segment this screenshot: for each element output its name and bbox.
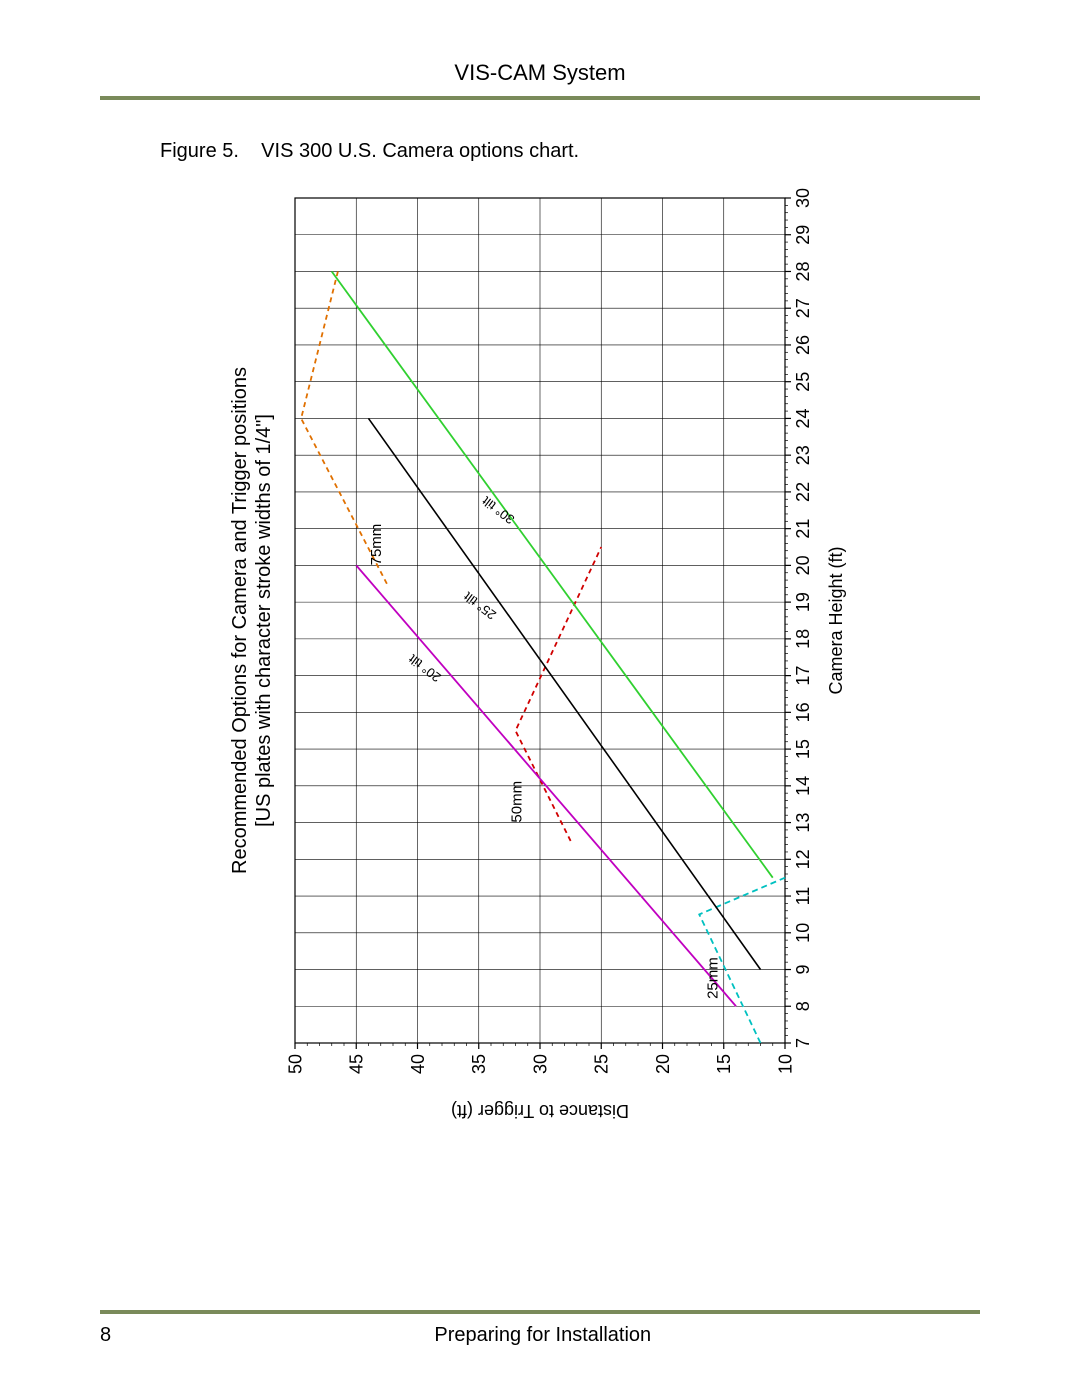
svg-text:29: 29	[793, 225, 813, 245]
svg-text:26: 26	[793, 335, 813, 355]
svg-text:25: 25	[793, 372, 813, 392]
svg-text:17: 17	[793, 666, 813, 686]
svg-text:20: 20	[653, 1054, 673, 1074]
doc-header: VIS-CAM System	[100, 60, 980, 86]
svg-text:12: 12	[793, 849, 813, 869]
svg-text:50: 50	[285, 1054, 305, 1074]
figure-caption: Figure 5. VIS 300 U.S. Camera options ch…	[160, 140, 980, 163]
figure-caption-label: Figure 5.	[160, 140, 239, 162]
camera-options-chart: Recommended Options for Camera and Trigg…	[220, 173, 860, 1133]
page-number: 8	[100, 1324, 111, 1347]
svg-text:22: 22	[793, 482, 813, 502]
svg-text:18: 18	[793, 629, 813, 649]
svg-text:10: 10	[793, 923, 813, 943]
svg-text:9: 9	[793, 965, 813, 975]
svg-text:Distance to Trigger (ft): Distance to Trigger (ft)	[451, 1101, 629, 1121]
svg-text:23: 23	[793, 445, 813, 465]
footer-spacer	[974, 1324, 980, 1347]
svg-text:15: 15	[714, 1054, 734, 1074]
svg-text:Camera Height (ft): Camera Height (ft)	[826, 546, 846, 694]
chart-annotation: 50mm	[509, 781, 526, 823]
svg-text:7: 7	[793, 1038, 813, 1048]
svg-text:10: 10	[775, 1054, 795, 1074]
svg-text:[US plates with character stro: [US plates with character stroke widths …	[253, 414, 275, 827]
svg-text:16: 16	[793, 702, 813, 722]
figure-caption-text: VIS 300 U.S. Camera options chart.	[261, 140, 579, 162]
svg-text:Recommended Options for Camera: Recommended Options for Camera and Trigg…	[229, 367, 251, 874]
svg-text:40: 40	[408, 1054, 428, 1074]
svg-text:25: 25	[592, 1054, 612, 1074]
svg-text:13: 13	[793, 813, 813, 833]
svg-text:27: 27	[793, 298, 813, 318]
footer-section-title: Preparing for Installation	[434, 1324, 651, 1347]
svg-text:20: 20	[793, 555, 813, 575]
svg-text:28: 28	[793, 261, 813, 281]
svg-text:8: 8	[793, 1001, 813, 1011]
bottom-rule	[100, 1310, 980, 1314]
svg-text:11: 11	[793, 887, 813, 906]
svg-text:24: 24	[793, 408, 813, 428]
svg-text:14: 14	[793, 776, 813, 796]
svg-text:35: 35	[469, 1054, 489, 1074]
chart-annotation: 25mm	[705, 957, 722, 999]
page-footer: 8 Preparing for Installation	[100, 1290, 980, 1347]
svg-text:15: 15	[793, 739, 813, 759]
svg-text:45: 45	[347, 1054, 367, 1074]
svg-text:30: 30	[530, 1054, 550, 1074]
top-rule	[100, 96, 980, 100]
svg-text:21: 21	[793, 519, 813, 539]
svg-text:30: 30	[793, 188, 813, 208]
svg-text:19: 19	[793, 592, 813, 612]
chart-annotation: 75mm	[368, 524, 385, 566]
chart-container: Recommended Options for Camera and Trigg…	[220, 173, 860, 1138]
